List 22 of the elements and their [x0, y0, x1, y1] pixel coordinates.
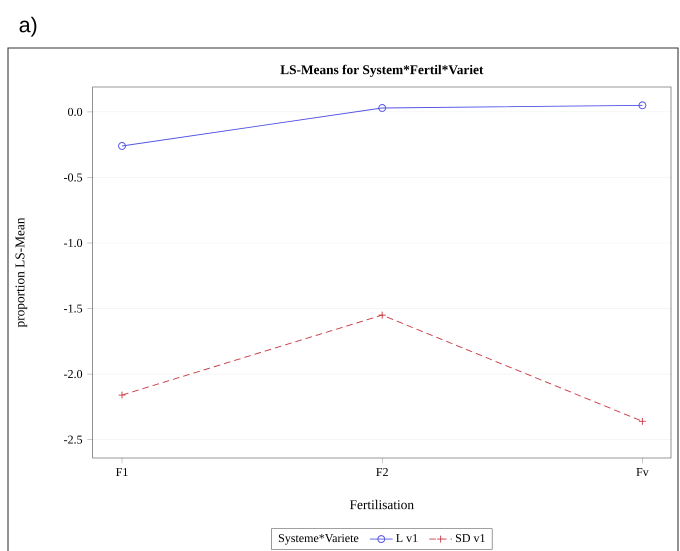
y-tick-label: -0.5: [64, 173, 82, 182]
y-tick-label: 0.0: [68, 108, 82, 116]
x-tick-label: Fv: [636, 468, 649, 476]
chart-title: LS-Means for System*Fertil*Variet: [280, 64, 484, 77]
y-axis-title: proportion LS-Mean: [16, 218, 28, 328]
y-tick-label: -2.5: [64, 436, 82, 444]
y-tick-label: -1.0: [64, 238, 82, 248]
x-tick-label: F1: [116, 468, 128, 476]
text: a): [20, 16, 36, 37]
legend-title: Systeme*Variete: [278, 534, 358, 545]
point: [378, 104, 386, 112]
legend-label: L v1: [396, 534, 418, 542]
y-tick-label: -2.0: [64, 370, 82, 378]
x-axis-title: Fertilisation: [350, 500, 414, 510]
point: [378, 311, 386, 320]
point: [638, 101, 646, 110]
point: [118, 391, 126, 400]
y-tick-label: -1.5: [64, 304, 82, 313]
point: [118, 142, 126, 150]
legend-label: SD v1: [456, 534, 485, 542]
point: [638, 417, 646, 426]
x-tick-label: F2: [376, 468, 388, 476]
